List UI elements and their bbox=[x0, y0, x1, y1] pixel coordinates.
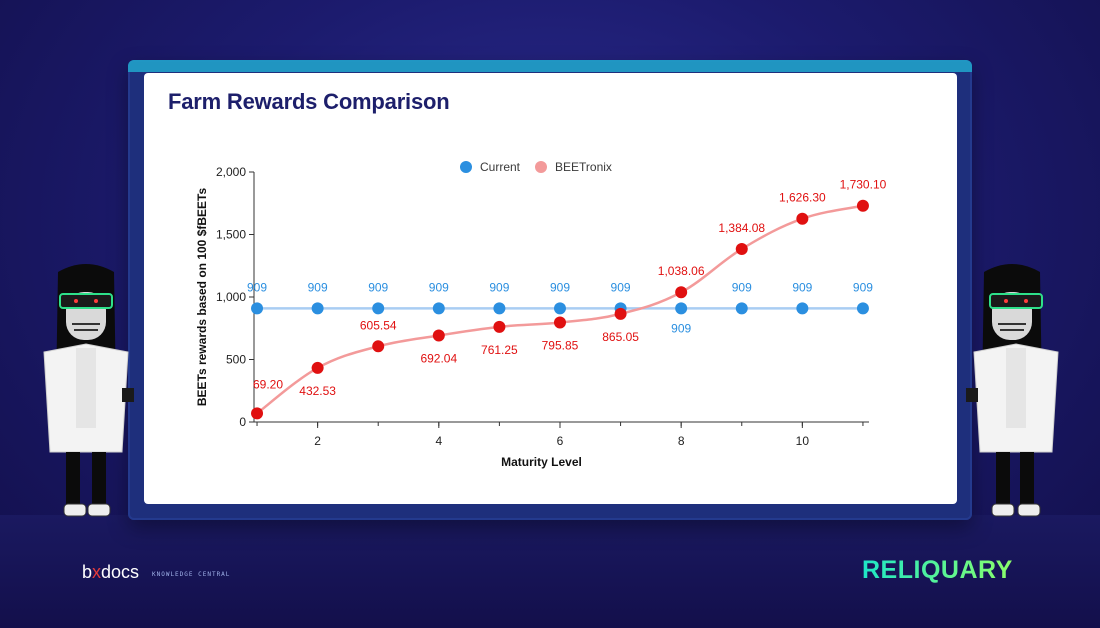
x-tick-label: 8 bbox=[678, 434, 685, 448]
data-label-current: 909 bbox=[732, 280, 752, 294]
whiteboard bbox=[144, 73, 957, 504]
data-label-beetronix: 761.25 bbox=[481, 343, 518, 357]
data-label-current: 909 bbox=[671, 321, 691, 335]
data-point-beetronix bbox=[614, 307, 627, 320]
bdocs-tagline: KNOWLEDGE CENTRAL bbox=[152, 571, 231, 578]
y-axis-title: BEETs rewards based on 100 $fBEETs bbox=[195, 188, 209, 407]
data-point-beetronix bbox=[251, 407, 264, 420]
x-axis-title: Maturity Level bbox=[501, 455, 582, 469]
y-tick-label: 500 bbox=[226, 353, 246, 367]
data-label-current: 909 bbox=[368, 280, 388, 294]
bdocs-logo-suffix: docs bbox=[101, 562, 140, 582]
legend-label-current: Current bbox=[480, 160, 521, 174]
y-tick-label: 1,000 bbox=[216, 290, 246, 304]
data-point-beetronix bbox=[675, 286, 688, 299]
data-point-current bbox=[372, 302, 385, 315]
data-label-current: 909 bbox=[611, 280, 631, 294]
data-label-current: 909 bbox=[550, 280, 570, 294]
data-label-beetronix: 69.20 bbox=[253, 377, 283, 391]
floor bbox=[0, 515, 1100, 628]
data-label-beetronix: 1,038.06 bbox=[658, 264, 705, 278]
x-tick-label: 4 bbox=[435, 434, 442, 448]
bdocs-logo: bxdocs bbox=[82, 562, 139, 583]
data-label-current: 909 bbox=[247, 280, 267, 294]
legend-marker-beetronix bbox=[535, 161, 547, 173]
data-point-beetronix bbox=[372, 340, 385, 353]
data-label-beetronix: 692.04 bbox=[420, 351, 457, 365]
legend-marker-current bbox=[460, 161, 472, 173]
data-point-current bbox=[553, 302, 566, 315]
data-point-beetronix bbox=[432, 329, 445, 342]
bdocs-logo-mark: x bbox=[92, 562, 102, 582]
page-title: Farm Rewards Comparison bbox=[168, 89, 450, 114]
x-tick-label: 10 bbox=[796, 434, 810, 448]
data-point-beetronix bbox=[856, 199, 869, 212]
data-label-beetronix: 605.54 bbox=[360, 318, 397, 332]
data-label-beetronix: 432.53 bbox=[299, 384, 336, 398]
data-point-beetronix bbox=[796, 212, 809, 225]
y-tick-label: 2,000 bbox=[216, 165, 246, 179]
data-point-current bbox=[251, 302, 264, 315]
scientist-figure-right bbox=[966, 264, 1059, 517]
x-tick-label: 6 bbox=[557, 434, 564, 448]
data-point-current bbox=[856, 302, 869, 315]
data-label-current: 909 bbox=[308, 280, 328, 294]
y-tick-label: 1,500 bbox=[216, 228, 246, 242]
data-point-beetronix bbox=[493, 320, 506, 333]
legend-label-beetronix: BEETronix bbox=[555, 160, 612, 174]
data-point-current bbox=[432, 302, 445, 315]
whiteboard-top-light bbox=[128, 60, 972, 72]
y-tick-label: 0 bbox=[239, 415, 246, 429]
data-label-beetronix: 1,730.10 bbox=[840, 178, 887, 192]
data-point-current bbox=[735, 302, 748, 315]
data-label-current: 909 bbox=[489, 280, 509, 294]
x-tick-label: 2 bbox=[314, 434, 321, 448]
data-label-beetronix: 865.05 bbox=[602, 330, 639, 344]
data-label-beetronix: 1,384.08 bbox=[718, 221, 765, 235]
data-point-current bbox=[675, 302, 688, 315]
data-point-current bbox=[493, 302, 506, 315]
data-label-current: 909 bbox=[853, 280, 873, 294]
data-label-current: 909 bbox=[792, 280, 812, 294]
data-label-beetronix: 1,626.30 bbox=[779, 191, 826, 205]
reliquary-logo: RELIQUARY bbox=[862, 556, 1013, 584]
data-point-beetronix bbox=[553, 316, 566, 329]
data-point-current bbox=[311, 302, 324, 315]
data-point-beetronix bbox=[735, 242, 748, 255]
chart: 0 500 1,000 1,500 2,000 2 4 6 8 10 Maturity Level B… bbox=[195, 160, 887, 469]
data-point-beetronix bbox=[311, 361, 324, 374]
data-label-beetronix: 795.85 bbox=[542, 339, 579, 353]
bdocs-logo-prefix: b bbox=[82, 562, 93, 582]
scientist-figure-left bbox=[43, 264, 134, 517]
data-label-current: 909 bbox=[429, 280, 449, 294]
data-point-current bbox=[796, 302, 809, 315]
